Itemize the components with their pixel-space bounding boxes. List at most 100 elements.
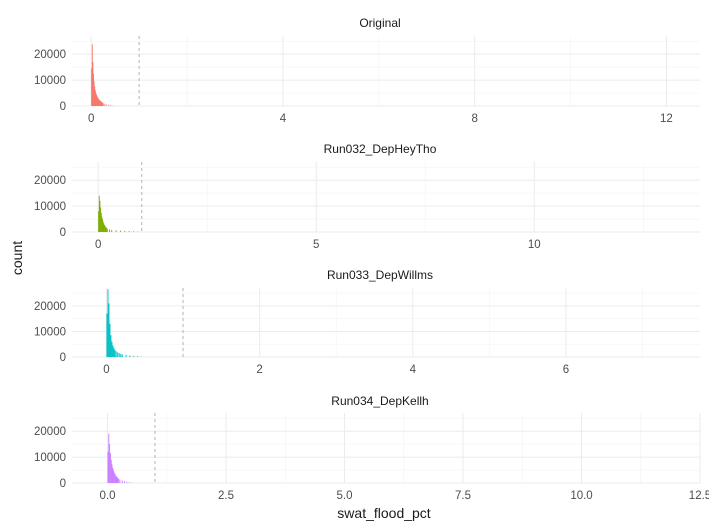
y-tick-label: 10000 — [34, 326, 66, 338]
histogram-bar — [114, 349, 116, 357]
histogram-bar — [112, 345, 114, 357]
histogram-bar — [107, 451, 109, 483]
histogram-bar — [137, 356, 139, 357]
histogram-bar — [101, 216, 103, 232]
histogram-bar — [101, 101, 103, 106]
histogram-bar — [109, 229, 110, 232]
histogram-bar — [109, 444, 111, 483]
histogram-bar — [108, 303, 110, 357]
x-tick-label: 5 — [313, 239, 319, 251]
y-tick-label: 0 — [60, 352, 66, 364]
histogram-bar — [124, 230, 126, 232]
y-tick-label: 0 — [60, 227, 66, 239]
histogram-bar — [99, 100, 101, 106]
histogram-bar — [113, 348, 115, 357]
facet-title: Run032_DepHeyTho — [324, 142, 437, 156]
y-tick-label: 0 — [60, 101, 66, 113]
histogram-bar — [94, 86, 96, 106]
histogram-bar — [115, 230, 117, 232]
facet-panel: Run034_DepKellh 0 10000 20000 0.0 2.5 5.0 7.5 10… — [34, 394, 709, 502]
histogram-bar — [98, 211, 100, 232]
histogram-bar — [113, 472, 115, 483]
histogram-bar — [111, 341, 113, 357]
histogram-bar — [128, 231, 130, 232]
histogram-bar — [91, 44, 93, 106]
histogram-bar — [91, 68, 93, 106]
facet-title: Original — [359, 16, 400, 30]
histogram-bar — [96, 96, 98, 106]
histogram-bar — [107, 104, 109, 106]
x-tick-label: 12.5 — [689, 490, 709, 502]
histogram-bar — [110, 335, 112, 357]
x-tick-label: 0 — [88, 113, 94, 125]
histogram-bar — [104, 226, 106, 232]
x-tick-label: 12 — [660, 113, 673, 125]
histogram-bar — [107, 289, 109, 357]
histogram-bar — [99, 100, 101, 106]
y-tick-label: 10000 — [34, 75, 66, 87]
histogram-bar — [117, 352, 119, 357]
x-tick-label: 10 — [528, 239, 541, 251]
histogram-bar — [119, 479, 121, 483]
x-tick-label: 8 — [471, 113, 477, 125]
y-tick-label: 20000 — [34, 426, 66, 438]
histogram-bar — [105, 227, 107, 232]
histogram-bar — [105, 104, 107, 106]
facet-panel: Original 0 10000 20000 0 4 8 12 — [34, 16, 700, 125]
histogram-bar — [110, 105, 112, 106]
histogram-bar — [118, 478, 119, 483]
histogram-bar — [102, 221, 104, 232]
histogram-bar — [99, 200, 101, 232]
histogram-bar — [100, 207, 102, 232]
histogram-bar — [100, 212, 102, 232]
facet-panel: Run033_DepWillms 0 10000 20000 0 2 4 6 — [34, 268, 700, 376]
histogram-bar — [97, 97, 99, 106]
y-tick-label: 20000 — [34, 175, 66, 187]
y-tick-label: 10000 — [34, 201, 66, 213]
histogram-bar — [121, 354, 123, 357]
histogram-bar — [117, 477, 119, 483]
histogram-bar — [94, 90, 96, 106]
histogram-bar — [128, 482, 130, 483]
histogram-bar — [106, 313, 108, 357]
histogram-bar — [112, 467, 114, 483]
histogram-bar — [109, 453, 111, 483]
histogram-bar — [96, 94, 98, 106]
histogram-bar — [102, 219, 103, 232]
y-tick-label: 0 — [60, 478, 66, 490]
histogram-bar — [116, 476, 118, 483]
x-tick-label: 0.0 — [100, 490, 116, 502]
x-tick-label: 2 — [256, 364, 262, 376]
histogram-bar — [118, 353, 120, 357]
histogram-bar — [100, 101, 102, 106]
histogram-bar — [95, 93, 97, 106]
histogram-bar — [121, 480, 123, 483]
histogram-bar — [93, 73, 94, 106]
histogram-bar — [106, 228, 108, 232]
histogram-bar — [98, 99, 100, 106]
histogram-bar — [106, 227, 107, 232]
x-axis-title: swat_flood_pct — [337, 505, 431, 521]
histogram-bar — [103, 223, 105, 232]
facet-title: Run033_DepWillms — [327, 268, 433, 282]
histogram-bar — [119, 230, 121, 232]
x-tick-label: 0 — [103, 364, 109, 376]
histogram-bar — [125, 354, 127, 357]
histogram-bar — [108, 433, 110, 483]
histogram-bar — [98, 98, 99, 106]
histogram-bar — [133, 231, 134, 232]
y-tick-label: 20000 — [34, 49, 66, 61]
histogram-bar — [115, 351, 117, 357]
histogram-bar — [92, 61, 94, 106]
x-tick-label: 7.5 — [455, 490, 471, 502]
histogram-bar — [101, 102, 103, 106]
histogram-bar — [111, 464, 113, 483]
histogram-bar — [114, 474, 116, 483]
x-tick-label: 0 — [95, 239, 101, 251]
histogram-bar — [126, 481, 128, 483]
histogram-bar — [111, 229, 113, 232]
histogram-bar — [120, 353, 122, 357]
histogram-bar — [129, 355, 131, 357]
histogram-bar — [104, 225, 105, 232]
